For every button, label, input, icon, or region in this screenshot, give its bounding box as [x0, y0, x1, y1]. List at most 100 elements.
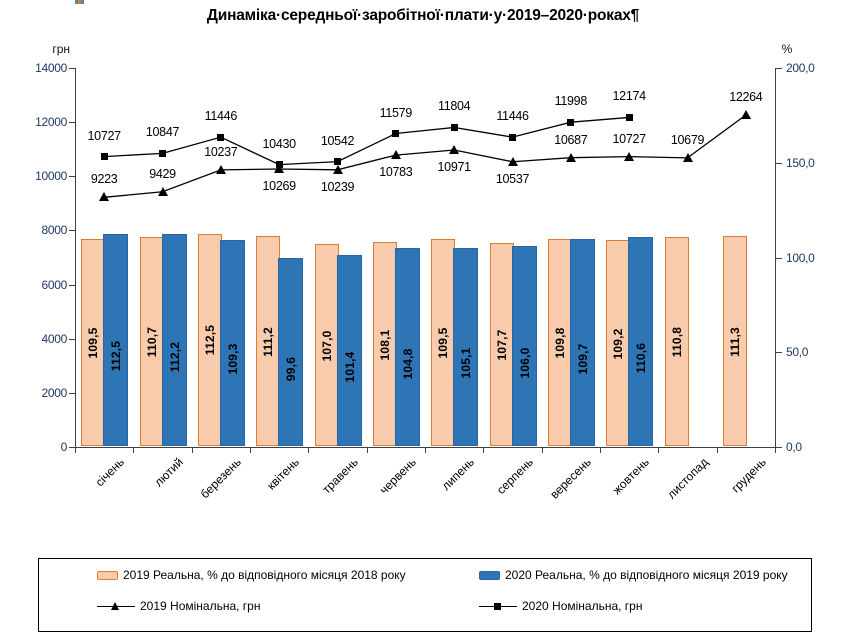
y-axis-tick [69, 447, 75, 448]
bar-2020-real-label: 109,3 [225, 343, 240, 375]
square-marker-icon [450, 123, 458, 131]
y-axis-tick [69, 230, 75, 232]
legend-label: 2020 Реальна, % до відповідного місяця 2… [505, 568, 788, 582]
point-label-2020-nominal: 11804 [437, 99, 471, 114]
point-label-2019-nominal: 12264 [729, 89, 763, 104]
y-axis-tick-label: 2000 [41, 385, 68, 400]
x-axis-category-label: лютий [151, 455, 186, 490]
bar-2019-real [197, 233, 222, 446]
legend-swatch-2019-nominal-line [97, 601, 135, 612]
line-2019-nominal [104, 114, 747, 198]
square-marker-icon [217, 133, 225, 141]
y-axis-tick [69, 176, 75, 178]
y-axis-right-tick-label: 100,0 [786, 250, 815, 265]
point-label-2020-nominal: 12174 [612, 89, 647, 104]
point-label-2020-nominal: 11446 [496, 109, 529, 124]
bar-2020-real [336, 254, 362, 446]
bar-2019-real-label: 109,8 [552, 327, 567, 359]
point-label-2019-nominal: 10783 [379, 165, 413, 180]
triangle-marker-icon [332, 164, 343, 174]
x-axis-category-label: вересень [547, 455, 594, 502]
screen-artifact [75, 0, 84, 4]
bar-2019-real-label: 111,2 [261, 326, 276, 357]
x-axis-tick [191, 448, 193, 453]
square-marker-icon [567, 118, 575, 126]
triangle-marker-icon [740, 109, 751, 119]
bar-2020-real-label: 101,4 [342, 351, 357, 383]
point-label-2019-nominal: 10237 [204, 144, 238, 159]
bar-2020-real-label: 112,5 [109, 341, 124, 372]
legend-swatch-2019-real-bar [97, 570, 118, 580]
square-marker-icon [100, 153, 108, 161]
legend-item-2020-real: 2020 Реальна, % до відповідного місяця 2… [479, 568, 788, 582]
legend-label: 2019 Реальна, % до відповідного місяця 2… [123, 568, 406, 582]
x-axis-category-label: липень [439, 455, 478, 494]
x-axis-category-label: серпень [493, 455, 536, 498]
legend-item-2019-real: 2019 Реальна, % до відповідного місяця 2… [97, 568, 406, 582]
y-axis-tick-label: 0 [60, 440, 68, 454]
y-axis-tick-label: 10000 [35, 169, 67, 184]
bar-2020-real-label: 105,1 [459, 347, 474, 379]
bar-2020-real [628, 237, 654, 446]
bar-2020-real [103, 233, 129, 446]
x-axis-tick [716, 448, 718, 453]
y-axis-tick [69, 284, 75, 286]
y-axis-tick-label: 6000 [41, 277, 68, 292]
x-axis-tick [366, 448, 368, 453]
y-axis-tick-label: 12000 [35, 115, 67, 130]
x-axis-category-label: березень [197, 455, 244, 502]
triangle-marker-icon [449, 144, 460, 154]
x-axis-tick [75, 448, 76, 453]
bar-2020-real-label: 109,7 [575, 343, 590, 375]
point-label-2019-nominal: 10239 [320, 179, 355, 194]
triangle-marker-icon [99, 192, 110, 202]
x-axis-tick [133, 448, 135, 453]
x-axis-category-label: жовтень [609, 455, 653, 498]
y-axis-right-tick-label: 50,0 [786, 345, 809, 360]
y-axis-right-tick [776, 257, 782, 259]
bar-2020-real [278, 258, 304, 446]
point-label-2020-nominal: 11579 [379, 105, 413, 120]
y-axis-right-tick [776, 352, 782, 354]
y-axis-right [775, 68, 776, 448]
legend-swatch-2020-real-bar [479, 570, 500, 580]
x-axis-tick [483, 448, 485, 453]
x-axis-tick [250, 448, 251, 453]
x-axis-tick [425, 448, 426, 453]
y-axis-left [75, 68, 76, 448]
legend-swatch-2020-nominal-line [479, 601, 517, 612]
point-label-2019-nominal: 10687 [554, 132, 588, 147]
x-axis-category-label: листопад [663, 455, 711, 502]
y-axis-tick-label: 4000 [41, 331, 68, 346]
bar-2020-real-label: 104,8 [400, 348, 415, 380]
triangle-marker-icon [157, 186, 168, 196]
bar-2020-real [394, 248, 420, 446]
right-axis-unit-label: % [781, 42, 793, 56]
point-label-2019-nominal: 10971 [437, 159, 472, 174]
point-label-2020-nominal: 11998 [554, 94, 588, 109]
y-axis-tick-label: 8000 [41, 223, 68, 238]
y-axis-right-tick [776, 447, 782, 448]
y-axis-tick-label: 14000 [35, 61, 67, 75]
bar-2019-real-label: 107,7 [494, 329, 509, 361]
legend-item-2019-nominal: 2019 Номінальна, грн [97, 599, 261, 613]
bar-2019-real-label: 107,0 [319, 330, 334, 362]
triangle-marker-icon [215, 164, 226, 174]
triangle-marker-icon [565, 152, 576, 162]
point-label-2019-nominal: 9223 [90, 172, 118, 187]
y-axis-tick [69, 392, 75, 394]
bar-2020-real-label: 99,6 [284, 356, 299, 381]
square-marker-icon [392, 130, 400, 138]
x-axis-category-label: січень [92, 455, 128, 490]
legend-item-2020-nominal: 2020 Номінальна, грн [479, 599, 643, 613]
triangle-marker-icon [507, 156, 518, 166]
point-label-2020-nominal: 10542 [320, 133, 355, 148]
x-axis-tick [541, 448, 543, 453]
triangle-marker-icon [390, 150, 401, 160]
y-axis-right-tick-label: 0,0 [786, 440, 802, 454]
point-label-2019-nominal: 9429 [149, 166, 176, 181]
y-axis-tick [69, 68, 75, 69]
point-label-2020-nominal: 11446 [204, 109, 238, 124]
triangle-marker-icon [682, 152, 693, 162]
